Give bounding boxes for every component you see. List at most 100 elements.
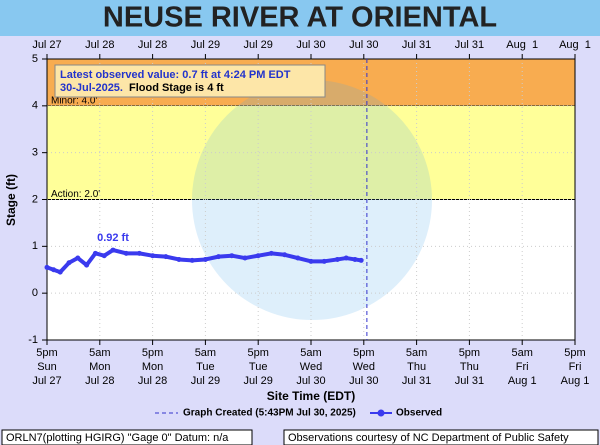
x2-tick-label: Aug 1 [559, 39, 591, 51]
x-tick-label: 5pm [36, 347, 57, 359]
observed-point [321, 258, 327, 264]
observed-point [101, 253, 107, 259]
x-tick-label: 5am [511, 347, 532, 359]
x2-tick-label: Jul 31 [402, 39, 431, 51]
observed-point [51, 267, 57, 273]
observed-point [268, 250, 274, 256]
x-tick-label: Wed [300, 361, 322, 373]
x-tick-label: 5pm [459, 347, 480, 359]
x-tick-label: Jul 28 [138, 375, 167, 387]
observed-point [44, 264, 50, 270]
y-tick-label: 4 [32, 100, 38, 112]
x-tick-label: Tue [249, 361, 268, 373]
observed-point [202, 256, 208, 262]
x2-tick-label: Jul 30 [349, 39, 378, 51]
observed-point [92, 250, 98, 256]
x-tick-label: Jul 30 [349, 375, 378, 387]
observed-point [136, 250, 142, 256]
x-tick-label: Thu [407, 361, 426, 373]
x-tick-label: Mon [142, 361, 163, 373]
annotation-line1: Latest observed value: 0.7 ft at 4:24 PM… [60, 69, 291, 81]
x-tick-label: 5pm [247, 347, 268, 359]
x2-tick-label: Jul 31 [455, 39, 484, 51]
annotation-date: 30-Jul-2025. [60, 82, 123, 94]
observed-point [352, 256, 358, 262]
observed-point [282, 252, 288, 258]
x2-tick-label: Jul 30 [296, 39, 325, 51]
x-tick-label: 5pm [142, 347, 163, 359]
x-tick-label: 5am [300, 347, 321, 359]
y-tick-label: 0 [32, 287, 38, 299]
observed-point [150, 253, 156, 259]
observed-point [84, 262, 90, 268]
x2-tick-label: Jul 28 [85, 39, 114, 51]
observed-point [255, 253, 261, 259]
x-tick-label: Mon [89, 361, 110, 373]
x-tick-label: Jul 31 [455, 375, 484, 387]
observed-point [189, 257, 195, 263]
x-tick-label: Jul 29 [244, 375, 273, 387]
x2-tick-label: Aug 1 [506, 39, 538, 51]
x-tick-label: Jul 29 [191, 375, 220, 387]
annotation-line2: 30-Jul-2025. Flood Stage is 4 ft [60, 82, 224, 94]
observed-point [229, 253, 235, 259]
x2-tick-label: Jul 27 [32, 39, 61, 51]
y-tick-label: 3 [32, 147, 38, 159]
chart-title: NEUSE RIVER AT ORIENTAL [103, 2, 497, 34]
x2-tick-label: Jul 29 [244, 39, 273, 51]
x-tick-label: Jul 31 [402, 375, 431, 387]
legend-created-label: Graph Created (5:43PM Jul 30, 2025) [183, 408, 356, 419]
y-tick-label: -1 [28, 334, 38, 346]
x2-tick-label: Jul 29 [191, 39, 220, 51]
annotation-flood-stage: Flood Stage is 4 ft [129, 82, 224, 94]
x-axis-label: Site Time (EDT) [267, 389, 355, 403]
annotation-box [54, 64, 326, 98]
x-tick-label: Jul 30 [296, 375, 325, 387]
observed-point [358, 257, 364, 263]
observed-point [123, 250, 129, 256]
footer-box [283, 429, 599, 445]
band-label: Action: 2.0' [51, 189, 100, 200]
observed-point [57, 269, 63, 275]
x-tick-label: Sun [37, 361, 57, 373]
footer-right: Observations courtesy of NC Department o… [288, 432, 569, 444]
footer-left: ORLN7(plotting HGIRG) "Gage 0" Datum: n/… [6, 432, 229, 444]
y-axis-label: Stage (ft) [4, 174, 18, 226]
x-tick-label: Fri [569, 361, 582, 373]
x-tick-label: Jul 27 [32, 375, 61, 387]
x-tick-label: Thu [460, 361, 479, 373]
footer-box [1, 429, 253, 445]
observed-point [75, 255, 81, 261]
x-tick-label: 5am [89, 347, 110, 359]
y-tick-label: 1 [32, 240, 38, 252]
x-tick-label: 5pm [564, 347, 585, 359]
x-tick-label: Aug 1 [561, 375, 590, 387]
y-tick-label: 2 [32, 193, 38, 205]
observed-point [110, 247, 116, 253]
observed-point [163, 254, 169, 260]
observed-point [176, 256, 182, 262]
plot-area: Minor: 4.0' Action: 2.0' 0.92 ft Latest obs… [44, 58, 576, 341]
x-tick-label: Tue [196, 361, 215, 373]
x2-tick-label: Jul 28 [138, 39, 167, 51]
title-banner [0, 0, 600, 36]
x-tick-label: 5am [406, 347, 427, 359]
x-tick-label: 5am [195, 347, 216, 359]
x-tick-label: Fri [516, 361, 529, 373]
y-tick-label: 5 [32, 53, 38, 65]
observed-point [216, 254, 222, 260]
x-tick-label: Wed [353, 361, 375, 373]
x-tick-label: Aug 1 [508, 375, 537, 387]
legend-observed-dot [377, 409, 385, 417]
band-label: Minor: 4.0' [51, 95, 97, 106]
observed-point [295, 255, 301, 261]
x-tick-label: Jul 28 [85, 375, 114, 387]
observed-point [242, 255, 248, 261]
observed-point [334, 256, 340, 262]
peak-label: 0.92 ft [97, 232, 129, 244]
legend-label: Observed [396, 408, 442, 419]
observed-point [343, 255, 349, 261]
x-tick-label: 5pm [353, 347, 374, 359]
observed-point [308, 258, 314, 264]
